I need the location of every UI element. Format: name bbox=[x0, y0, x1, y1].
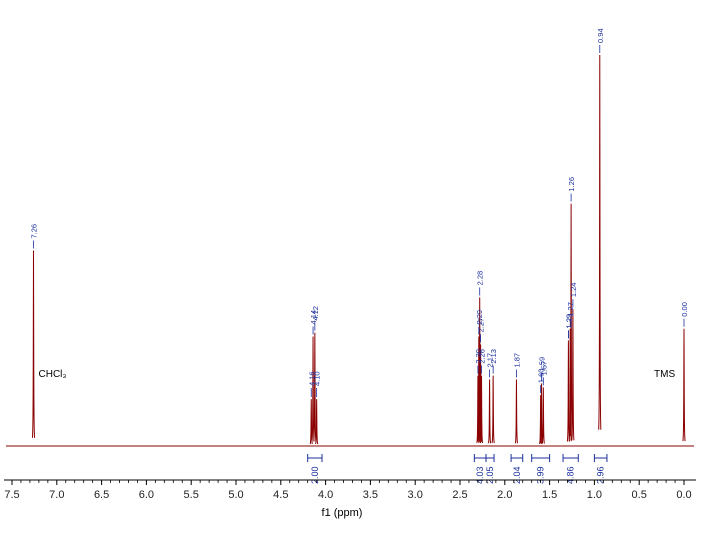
spectrum-peak bbox=[491, 375, 495, 444]
peak-label: 2.13 bbox=[489, 349, 498, 374]
peak-label: 1.27 bbox=[566, 302, 575, 327]
x-tick-label: 1.5 bbox=[542, 489, 557, 501]
x-tick-label: 0.5 bbox=[632, 489, 647, 501]
x-tick-label: 4.5 bbox=[273, 489, 288, 501]
integral-value: 3.99 bbox=[536, 466, 546, 484]
peak-label-text: 2.28 bbox=[476, 271, 485, 286]
peak-label-text: 0.00 bbox=[680, 302, 689, 317]
spectrum-peak bbox=[539, 395, 543, 445]
integral-region: 2.00 bbox=[307, 454, 323, 484]
x-tick-label: 7.5 bbox=[4, 489, 19, 501]
peak-label: 1.87 bbox=[512, 353, 521, 378]
peak-label-text: 7.26 bbox=[30, 224, 39, 239]
peak-label-text: 4.16 bbox=[307, 371, 316, 386]
spectrum-peak bbox=[487, 379, 492, 444]
peak-label: 0.00 bbox=[680, 302, 689, 327]
x-tick-label: 4.0 bbox=[318, 489, 333, 501]
peak-label-text: 1.24 bbox=[569, 283, 578, 298]
integral-value: 2.96 bbox=[596, 466, 606, 484]
peak-label-text: 4.12 bbox=[311, 306, 320, 321]
peak-label: 1.26 bbox=[567, 177, 576, 202]
integral-layer: 2.00 4.03 2.05 2.04 3.99 4.86 2.96 bbox=[307, 454, 608, 484]
x-axis-title: f1 (ppm) bbox=[322, 507, 363, 519]
x-tick-label: 2.5 bbox=[452, 489, 467, 501]
annotation-label: TMS bbox=[654, 369, 675, 380]
x-tick-label: 7.0 bbox=[49, 489, 64, 501]
peak-label: 1.59 bbox=[538, 357, 547, 382]
peak-label-text: 1.26 bbox=[567, 177, 576, 192]
peak-label-text: 2.29 bbox=[475, 310, 484, 325]
peak-label-text: 4.14 bbox=[309, 310, 318, 325]
peak-label-text: 2.17 bbox=[486, 353, 495, 368]
integral-value: 2.04 bbox=[512, 466, 522, 484]
peak-label: 2.30 bbox=[474, 349, 483, 374]
spectrum-peak bbox=[311, 336, 315, 442]
peak-label: 2.29 bbox=[475, 310, 484, 335]
peak-label: 4.14 bbox=[309, 310, 318, 335]
integral-value: 4.03 bbox=[475, 466, 485, 484]
x-axis: 7.5 7.0 6.5 6.0 5.5 5.0 4.5 4.0 3.5 3.0 2.5 2.0 1.5 1… bbox=[4, 479, 696, 501]
peak-label-layer: 7.26 4.16 4.144.12 4.10 2.30 2.29 2.28 2.27 2.26… bbox=[30, 28, 689, 398]
peak-label: 0.94 bbox=[596, 28, 605, 53]
spectrum-peak bbox=[315, 399, 319, 445]
peak-label: 1.29 bbox=[564, 314, 573, 339]
peak-label: 2.26 bbox=[478, 349, 487, 374]
x-tick-label: 6.5 bbox=[94, 489, 109, 501]
spectrum-peak bbox=[313, 332, 317, 442]
peak-label-text: 1.87 bbox=[512, 353, 521, 368]
peak-label-text: 4.10 bbox=[313, 371, 322, 386]
spectrum-peak bbox=[569, 203, 573, 436]
integral-value: 2.05 bbox=[485, 466, 495, 484]
spectrum-peak bbox=[682, 328, 686, 442]
peak-label: 2.27 bbox=[477, 318, 486, 343]
integral-region: 4.86 bbox=[562, 454, 579, 484]
x-tick-label: 0.0 bbox=[676, 489, 691, 501]
x-tick-label: 3.5 bbox=[363, 489, 378, 501]
peak-label-text: 1.59 bbox=[538, 357, 547, 372]
peak-label-text: 0.94 bbox=[596, 28, 605, 43]
peak-label: 4.10 bbox=[313, 371, 322, 398]
peak-label-text: 2.30 bbox=[474, 349, 483, 364]
peak-label-text: 2.26 bbox=[478, 349, 487, 364]
peak-label: 7.26 bbox=[30, 224, 39, 249]
integral-value: 4.86 bbox=[566, 466, 576, 484]
peak-label-text: 2.27 bbox=[477, 318, 486, 333]
annotation-label: CHCl₃ bbox=[39, 369, 67, 380]
integral-region: 2.05 bbox=[485, 454, 495, 484]
integral-region: 2.96 bbox=[593, 454, 608, 484]
spectrum-peak bbox=[566, 340, 570, 442]
plot-area bbox=[6, 54, 694, 447]
peak-label: 4.16 bbox=[307, 371, 316, 398]
x-tick-label: 5.5 bbox=[184, 489, 199, 501]
peak-label: 2.28 bbox=[476, 271, 485, 296]
peak-label: 4.12 bbox=[311, 306, 320, 331]
spectrum-peak bbox=[598, 54, 602, 430]
x-tick-label: 2.0 bbox=[497, 489, 512, 501]
peak-label: 1.24 bbox=[569, 283, 578, 308]
peak-label-text: 1.29 bbox=[564, 314, 573, 329]
spectrum-peak bbox=[479, 375, 484, 444]
integral-region: 2.04 bbox=[510, 454, 524, 484]
x-tick-label: 1.0 bbox=[587, 489, 602, 501]
x-tick-label: 5.0 bbox=[228, 489, 243, 501]
integral-value: 2.00 bbox=[310, 466, 320, 484]
peak-label: 1.57 bbox=[539, 361, 548, 386]
spectrum-peak bbox=[31, 250, 36, 438]
peak-label-text: 1.27 bbox=[566, 302, 575, 317]
peak-label-text: 1.29 bbox=[564, 314, 573, 329]
peak-label: 2.17 bbox=[486, 353, 495, 378]
spectrum-peak bbox=[568, 328, 572, 442]
x-tick-label: 6.0 bbox=[139, 489, 154, 501]
spectrum-peak bbox=[514, 379, 519, 444]
spectrum-peak bbox=[541, 387, 545, 444]
peak-label-text: 1.57 bbox=[539, 361, 548, 376]
spectrum-peak bbox=[309, 399, 313, 445]
x-tick-label: 3.0 bbox=[408, 489, 423, 501]
integral-region: 3.99 bbox=[531, 454, 551, 484]
peak-label-text: 2.13 bbox=[489, 349, 498, 364]
spectrum-peak bbox=[571, 309, 575, 441]
annotation-layer: CHCl₃ TMS bbox=[39, 369, 676, 380]
